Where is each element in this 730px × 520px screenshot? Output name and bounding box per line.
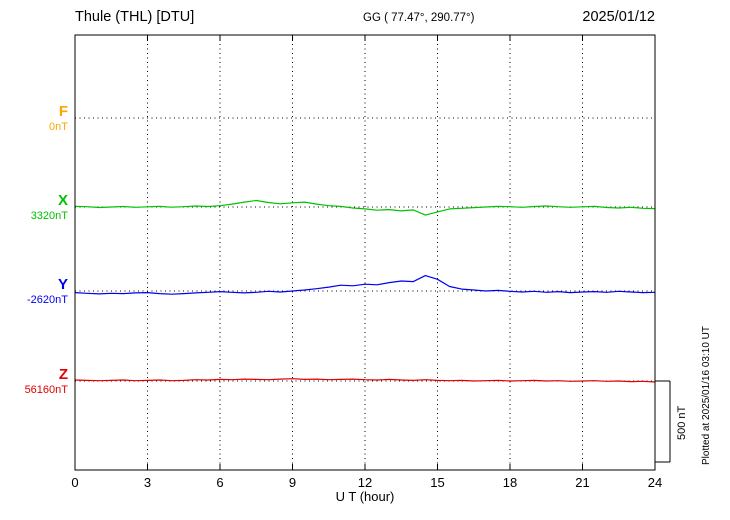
x-axis-title: U T (hour) [335,489,395,504]
channel-baseline-z: 56160nT [24,384,68,396]
channel-label-y: Y [57,276,68,293]
plotted-at-note: Plotted at 2025/01/16 03:10 UT [701,326,712,466]
trace-z [74,378,656,383]
channel-baseline-x: 3320nT [30,210,68,222]
geographic-coordinates: GG ( 77.47°, 290.77°) [363,12,475,24]
plot-frame [74,34,656,471]
trace-x [74,199,656,216]
plot-date: 2025/01/12 [582,9,655,25]
channel-baseline-y: -2620nT [27,294,68,306]
station-title: Thule (THL) [DTU] [75,9,195,25]
x-tick-label: 21 [575,475,589,490]
x-tick-label: 24 [648,475,662,490]
x-tick-label: 18 [503,475,517,490]
channel-label-x: X [57,192,68,209]
scale-bar-label: 500 nT [676,405,688,441]
x-tick-label: 12 [358,475,372,490]
channel-label-f: F [58,103,68,120]
x-tick-label: 9 [289,475,296,490]
channel-label-z: Z [58,366,68,383]
x-tick-label: 6 [216,475,223,490]
channel-baseline-f: 0nT [49,121,68,133]
trace-y [74,275,656,295]
x-tick-label: 15 [430,475,444,490]
x-tick-label: 3 [144,475,151,490]
x-tick-label: 0 [71,475,78,490]
